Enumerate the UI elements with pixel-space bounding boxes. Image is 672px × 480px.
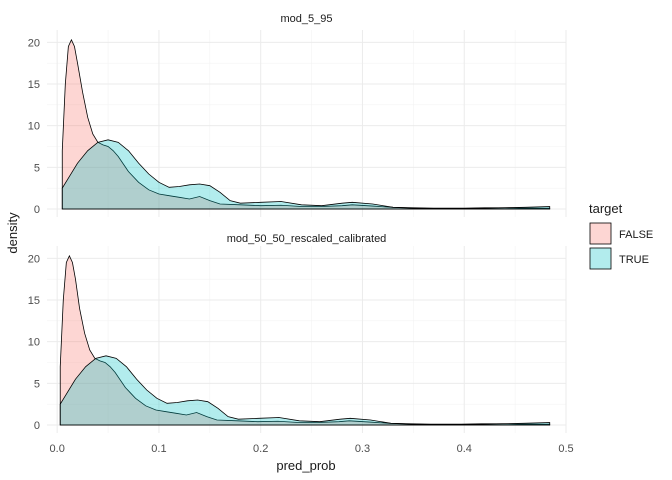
density-area-false — [61, 38, 551, 210]
x-tick-label: 0.2 — [253, 443, 268, 455]
x-tick-label: 0.3 — [355, 443, 370, 455]
legend-label-false: FALSE — [619, 229, 653, 241]
legend-key-bg — [589, 222, 612, 245]
density-area-true — [59, 355, 551, 426]
x-tick-label: 0.5 — [558, 443, 573, 455]
y-tick-label: 0 — [34, 420, 40, 432]
density-area-true — [61, 139, 551, 210]
legend-label-true: TRUE — [619, 254, 649, 266]
legend-swatch-true — [589, 247, 612, 270]
y-tick-label: 0 — [34, 204, 40, 216]
panel-mod-50-50-rescaled-calibrated: 0 5 10 15 20 mod_50_50_rescaled_calibrated — [28, 233, 567, 433]
facet-strip-label: mod_5_95 — [281, 13, 333, 25]
x-tick-label: 0.1 — [151, 443, 166, 455]
panel-mod-5-95: 0 5 10 15 20 mod_5_95 — [28, 13, 567, 217]
y-tick-label: 10 — [28, 121, 40, 133]
x-tick-label: 0.0 — [50, 443, 65, 455]
y-tick-label: 20 — [28, 253, 40, 265]
y-tick-label: 5 — [34, 162, 40, 174]
y-tick-label: 15 — [28, 295, 40, 307]
y-tick-label: 15 — [28, 79, 40, 91]
x-axis: 0.0 0.1 0.2 0.3 0.4 0.5 — [50, 443, 574, 455]
facet-strip-label: mod_50_50_rescaled_calibrated — [227, 233, 387, 245]
y-tick-label: 10 — [28, 337, 40, 349]
y-tick-label: 5 — [34, 378, 40, 390]
x-axis-title: pred_prob — [276, 458, 335, 473]
x-tick-label: 0.4 — [457, 443, 472, 455]
y-tick-label: 20 — [28, 37, 40, 49]
legend-swatch-false — [589, 222, 612, 245]
legend-title: target — [589, 201, 623, 216]
legend: target FALSE TRUE — [589, 201, 653, 270]
legend-key-bg — [589, 247, 612, 270]
y-axis-title: density — [5, 212, 20, 254]
